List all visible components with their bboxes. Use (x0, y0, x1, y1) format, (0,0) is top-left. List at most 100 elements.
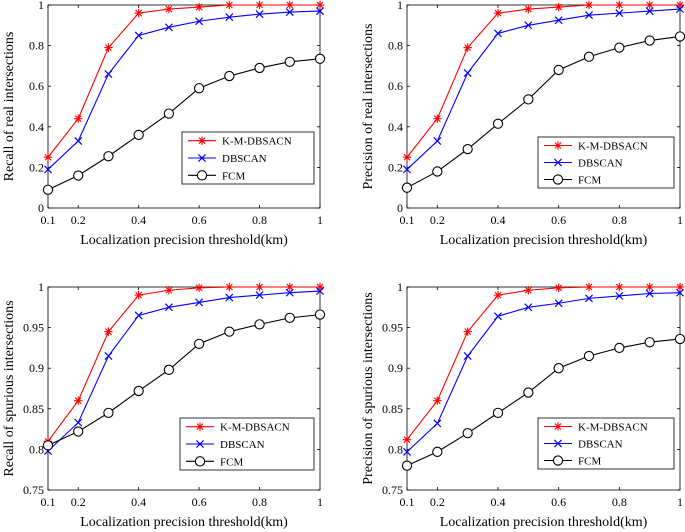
data-point (225, 13, 234, 22)
series-line (406, 4, 680, 158)
series-line (406, 35, 681, 189)
x-tick-label: 0.2 (71, 213, 86, 227)
data-point (314, 53, 326, 64)
data-point (43, 153, 53, 162)
data-point (285, 282, 294, 292)
legend-label: FCM (222, 170, 245, 182)
y-tick-label: 0.95 (382, 321, 403, 335)
y-tick-label: 0.4 (29, 120, 44, 134)
data-point (315, 0, 325, 10)
series-fcm (401, 31, 685, 193)
data-point (104, 352, 113, 361)
data-point (644, 337, 655, 348)
data-point (523, 94, 534, 105)
data-point (463, 327, 472, 336)
data-point (614, 42, 625, 53)
x-tick-label: 0.6 (551, 495, 566, 509)
y-tick-label: 0.85 (23, 402, 44, 416)
legend-item: FCM (188, 170, 245, 182)
data-point (433, 114, 442, 123)
data-point (316, 287, 324, 296)
y-tick-label: 0.75 (382, 483, 403, 497)
legend-label: K-M-DBSACN (578, 141, 648, 153)
legend-item: DBSCAN (544, 158, 623, 170)
data-point (316, 7, 324, 16)
x-tick-label: 0.8 (252, 213, 267, 227)
series-line (47, 58, 321, 191)
data-point (615, 282, 624, 292)
x-tick-label: 0.1 (400, 495, 415, 509)
x-tick-label: 0.4 (131, 213, 146, 227)
legend-marker (553, 141, 563, 150)
data-point (524, 303, 533, 312)
legend-label: DBSCAN (578, 439, 623, 451)
data-point (224, 326, 235, 337)
data-point (585, 11, 593, 20)
x-tick-label: 0.2 (71, 495, 86, 509)
data-point (194, 283, 204, 293)
data-point (676, 5, 684, 14)
x-tick-label: 0.6 (192, 495, 207, 509)
legend-label: K-M-DBSACN (222, 136, 292, 148)
legend-marker (554, 439, 562, 448)
legend-marker (198, 154, 206, 162)
data-point (433, 137, 442, 146)
series-dbscan (403, 288, 684, 456)
x-tick-label: 0.1 (41, 495, 56, 509)
data-point (195, 17, 204, 26)
legend: K-M-DBSACN DBSCAN FCM (537, 136, 675, 189)
series-line (47, 314, 321, 446)
data-point (225, 0, 234, 10)
data-point (103, 151, 114, 162)
x-axis-label: Localization precision threshold(km) (80, 233, 288, 248)
series-line (406, 292, 681, 453)
legend-item: FCM (186, 456, 243, 468)
series-line (47, 286, 320, 442)
data-point (493, 290, 503, 300)
legend: K-M-DBSACN DBSCAN FCM (537, 417, 675, 470)
legend-item: K-M-DBSACN (544, 422, 648, 434)
series-dbscan (44, 287, 324, 456)
data-point (492, 407, 504, 419)
data-point (676, 288, 684, 297)
series-fcm (401, 333, 685, 471)
legend: K-M-DBSACN DBSCAN FCM (179, 417, 315, 471)
data-point (42, 184, 54, 195)
data-point (134, 311, 143, 320)
y-tick-label: 0.8 (29, 442, 44, 456)
chart-panel-1: 0.1 0.2 0.4 0.6 0.8 1 0 0.2 0.4 0.6 0.8 1 Localizati… (2, 0, 326, 248)
data-point (403, 447, 411, 456)
y-tick-label: 0.2 (29, 160, 44, 174)
data-point (554, 299, 563, 308)
x-tick-label: 0.2 (430, 213, 445, 227)
y-tick-label: 0.9 (388, 361, 403, 375)
x-tick-label: 0.6 (551, 213, 566, 227)
chart-panel-3: 0.1 0.2 0.4 0.6 0.8 1 0.75 0.8 0.85 0.9 0.95 1 Local… (2, 280, 326, 530)
y-tick-label: 0 (38, 201, 44, 215)
data-point (524, 21, 533, 30)
data-point (614, 342, 625, 354)
data-point (524, 286, 533, 295)
series-dbscan (44, 7, 324, 174)
chart-panel-2: 0.1 0.2 0.4 0.6 0.8 1 0 0.2 0.4 0.6 0.8 1 Localizati… (361, 0, 685, 248)
legend-item: FCM (544, 455, 601, 468)
data-point (615, 0, 624, 10)
data-point (194, 2, 204, 12)
data-point (195, 298, 204, 307)
data-point (401, 182, 413, 193)
data-point (284, 312, 295, 324)
data-point (583, 350, 595, 362)
data-point (402, 153, 412, 162)
data-point (433, 419, 442, 428)
legend-marker (552, 455, 564, 466)
legend-marker (194, 456, 206, 467)
y-tick-label: 1 (397, 0, 403, 12)
legend-item: DBSCAN (188, 153, 267, 165)
y-axis-label: Precision of real intersections (361, 23, 376, 189)
data-point (104, 43, 113, 52)
y-tick-label: 0.2 (388, 160, 403, 174)
data-point (255, 10, 264, 19)
legend-label: DBSCAN (220, 439, 265, 451)
y-axis-label: Recall of spurious intersections (2, 300, 17, 476)
data-point (134, 31, 143, 40)
